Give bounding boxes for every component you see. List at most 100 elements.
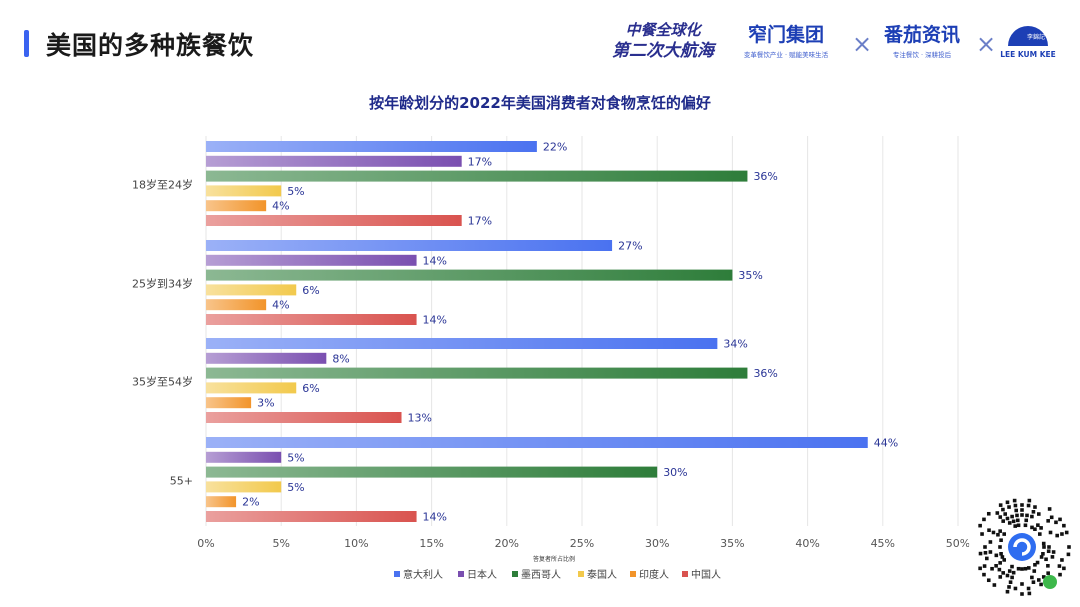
bar-4-2: [206, 397, 252, 409]
legend-label: 泰国人: [587, 568, 617, 581]
bar-value-label: 22%: [543, 141, 567, 154]
x-tick-label: 10%: [344, 537, 368, 550]
category-label: 25岁到34岁: [132, 276, 193, 290]
bar-value-label: 4%: [272, 299, 289, 312]
qr-code[interactable]: [969, 494, 1075, 600]
lee-kum-kee-mark: 李錦記: [1027, 33, 1045, 41]
bar-value-label: 5%: [287, 185, 304, 198]
bar-value-label: 14%: [423, 511, 447, 524]
zhaimen-name: 窄门集团: [747, 24, 824, 46]
fanqie-name: 番茄资讯: [883, 24, 960, 46]
bar-2-3: [206, 466, 658, 478]
bar-value-label: 27%: [618, 240, 642, 253]
bar-4-3: [206, 496, 237, 508]
legend-swatch: [512, 571, 518, 577]
title-accent-bar: [24, 30, 29, 57]
bar-value-label: 2%: [242, 496, 259, 509]
x-tick-label: 15%: [419, 537, 443, 550]
x-tick-label: 35%: [720, 537, 744, 550]
bar-2-0: [206, 170, 748, 182]
legend-label: 日本人: [467, 568, 497, 581]
bar-3-2: [206, 382, 297, 394]
zhaimen-tagline: 变革餐饮产业 · 赋能美味生活: [743, 51, 829, 59]
lee-kum-kee-logo: 李錦記 LEE KUM KEE: [1000, 18, 1056, 70]
brand-logos: 中餐全球化 第二次大航海 窄门集团 变革餐饮产业 · 赋能美味生活 × 番茄资讯…: [608, 18, 1058, 70]
x-tick-label: 45%: [871, 537, 895, 550]
bar-1-3: [206, 451, 282, 463]
bar-value-label: 14%: [423, 254, 447, 267]
legend-label: 印度人: [639, 568, 669, 581]
fanqie-tagline: 专注餐饮 · 深耕投后: [892, 51, 952, 59]
x-tick-label: 50%: [946, 537, 970, 550]
bar-3-0: [206, 185, 282, 197]
x-tick-label: 5%: [272, 537, 289, 550]
x-tick-label: 30%: [645, 537, 669, 550]
bar-0-2: [206, 338, 718, 349]
bar-2-2: [206, 367, 748, 379]
x-axis-ticks: 0% 5% 10% 15% 20% 25% 30% 35% 40% 45% 50%: [197, 537, 970, 550]
bar-value-label: 13%: [408, 412, 432, 425]
fanqie-logo: 番茄资讯 专注餐饮 · 深耕投后: [874, 24, 970, 60]
bar-value-label: 6%: [302, 382, 319, 395]
legend: 意大利人 日本人 墨西哥人 泰国人 印度人 中国人: [394, 568, 721, 581]
bar-0-1: [206, 240, 613, 251]
legend-label: 墨西哥人: [521, 569, 561, 581]
category-label: 18岁至24岁: [132, 177, 193, 191]
bar-3-3: [206, 481, 282, 493]
bar-value-label: 14%: [423, 314, 447, 327]
category-labels: 18岁至24岁 25岁到34岁 35岁至54岁 55+: [132, 177, 193, 487]
slogan-line-1: 中餐全球化: [625, 21, 701, 39]
bar-value-label: 8%: [332, 352, 349, 365]
category-label: 55+: [170, 474, 193, 487]
page-title: 美国的多种族餐饮: [46, 31, 255, 60]
bar-4-0: [206, 200, 267, 212]
bar-value-label: 6%: [302, 284, 319, 297]
bar-3-1: [206, 284, 297, 296]
x-tick-label: 40%: [795, 537, 819, 550]
x-axis-label: 答复者所占比例: [533, 555, 575, 563]
bar-5-2: [206, 412, 402, 423]
bar-series: [206, 141, 868, 522]
bar-5-0: [206, 215, 462, 226]
bar-0-3: [206, 437, 868, 448]
bar-1-1: [206, 254, 417, 266]
bar-value-labels: 22% 17% 36% 5% 4% 17% 27% 14% 35% 6% 4% 14% 34% 8% 36%…: [242, 141, 898, 524]
bar-value-label: 36%: [753, 170, 777, 183]
zhaimen-logo: 窄门集团 变革餐饮产业 · 赋能美味生活: [726, 24, 846, 60]
qr-code-icon: [970, 495, 1074, 599]
legend-swatch: [458, 571, 464, 577]
legend-swatch: [394, 571, 400, 577]
logo-separator-2: ×: [976, 30, 997, 58]
bar-1-2: [206, 352, 327, 364]
bar-value-label: 35%: [738, 269, 762, 282]
lee-kum-kee-arch-icon: 李錦記: [1008, 26, 1048, 46]
x-tick-label: 0%: [197, 537, 214, 550]
category-label: 35岁至54岁: [132, 374, 193, 388]
bar-0-0: [206, 141, 537, 152]
chart-title: 按年龄划分的2022年美国消费者对食物烹饪的偏好: [369, 94, 711, 112]
bar-value-label: 34%: [723, 338, 747, 351]
x-tick-label: 20%: [495, 537, 519, 550]
logo-separator-1: ×: [852, 30, 873, 58]
bar-value-label: 36%: [753, 367, 777, 380]
x-tick-label: 25%: [570, 537, 594, 550]
bar-5-3: [206, 511, 417, 522]
chart-panel: [128, 84, 972, 584]
bar-5-1: [206, 314, 417, 325]
bar-1-0: [206, 155, 462, 167]
slogan-line-2: 第二次大航海: [612, 41, 714, 61]
bar-value-label: 5%: [287, 451, 304, 464]
bar-value-label: 17%: [468, 155, 492, 168]
bar-value-label: 44%: [874, 437, 898, 450]
legend-label: 中国人: [691, 568, 721, 581]
campaign-slogan: 中餐全球化 第二次大航海: [608, 20, 718, 62]
bar-2-1: [206, 269, 733, 281]
legend-swatch: [682, 571, 688, 577]
bar-value-label: 5%: [287, 481, 304, 494]
legend-swatch: [578, 571, 584, 577]
legend-label: 意大利人: [403, 568, 443, 581]
bar-value-label: 3%: [257, 397, 274, 410]
lee-kum-kee-name: LEE KUM KEE: [1000, 50, 1056, 59]
bar-4-1: [206, 299, 267, 311]
legend-swatch: [630, 571, 636, 577]
